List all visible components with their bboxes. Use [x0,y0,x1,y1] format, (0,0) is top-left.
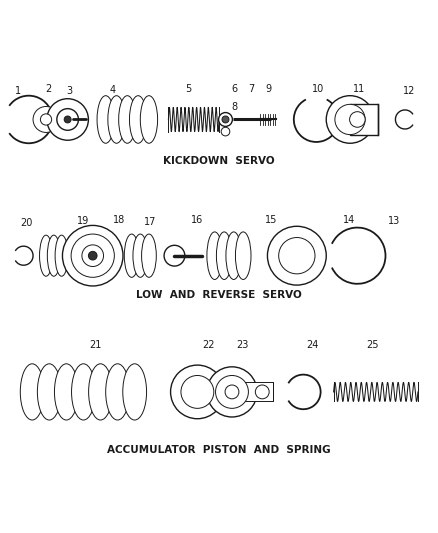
Ellipse shape [108,96,125,143]
Text: 11: 11 [353,84,366,94]
Ellipse shape [71,364,95,420]
Circle shape [207,367,257,417]
Text: 13: 13 [388,216,400,226]
Ellipse shape [39,235,53,276]
Text: 23: 23 [237,340,249,350]
Text: 7: 7 [248,84,254,94]
Ellipse shape [37,364,61,420]
Circle shape [170,365,224,419]
Text: 24: 24 [306,340,318,350]
Text: 18: 18 [113,215,126,225]
Text: 6: 6 [231,84,237,94]
Circle shape [71,234,114,277]
Text: 14: 14 [343,215,355,225]
Text: 5: 5 [186,84,192,94]
Text: 3: 3 [67,86,73,96]
Ellipse shape [207,232,223,279]
Circle shape [215,375,248,408]
Ellipse shape [123,364,147,420]
Circle shape [64,116,71,123]
Bar [232,382,273,401]
Circle shape [47,99,88,140]
Text: KICKDOWN  SERVO: KICKDOWN SERVO [163,156,275,166]
Text: 12: 12 [403,86,416,96]
Circle shape [222,116,229,123]
Ellipse shape [216,232,232,279]
Text: 9: 9 [266,84,272,94]
Ellipse shape [226,232,241,279]
Text: LOW  AND  REVERSE  SERVO: LOW AND REVERSE SERVO [136,289,302,300]
Ellipse shape [140,96,158,143]
Ellipse shape [54,364,78,420]
Circle shape [40,114,52,125]
Text: 22: 22 [202,340,215,350]
Text: 1: 1 [15,86,21,96]
Bar [350,104,378,135]
Circle shape [57,109,78,130]
Ellipse shape [55,235,68,276]
Ellipse shape [124,234,139,277]
Circle shape [63,225,123,286]
Circle shape [33,107,59,132]
Circle shape [164,245,185,266]
Text: 8: 8 [231,102,237,112]
Text: 15: 15 [265,215,277,225]
Ellipse shape [133,234,148,277]
Circle shape [350,112,365,127]
Ellipse shape [20,364,44,420]
Ellipse shape [47,235,60,276]
Text: 20: 20 [21,218,33,228]
Ellipse shape [88,364,113,420]
Circle shape [225,385,239,399]
Circle shape [268,227,326,285]
Circle shape [326,96,374,143]
Circle shape [219,112,233,126]
Circle shape [221,127,230,136]
Circle shape [82,245,103,266]
Text: 17: 17 [144,217,156,227]
Text: 16: 16 [191,215,204,225]
Text: 4: 4 [110,85,116,95]
Text: 21: 21 [89,340,102,350]
Text: ACCUMULATOR  PISTON  AND  SPRING: ACCUMULATOR PISTON AND SPRING [107,445,331,455]
Ellipse shape [119,96,136,143]
Text: 2: 2 [45,84,51,94]
Circle shape [255,385,269,399]
Ellipse shape [236,232,251,279]
Text: 19: 19 [77,216,89,226]
Circle shape [279,238,315,274]
Circle shape [181,375,214,408]
Text: 10: 10 [312,84,325,94]
Circle shape [335,104,365,135]
Ellipse shape [106,364,130,420]
Circle shape [88,252,97,260]
Ellipse shape [97,96,114,143]
Text: 25: 25 [366,340,379,350]
Ellipse shape [141,234,156,277]
Ellipse shape [130,96,147,143]
